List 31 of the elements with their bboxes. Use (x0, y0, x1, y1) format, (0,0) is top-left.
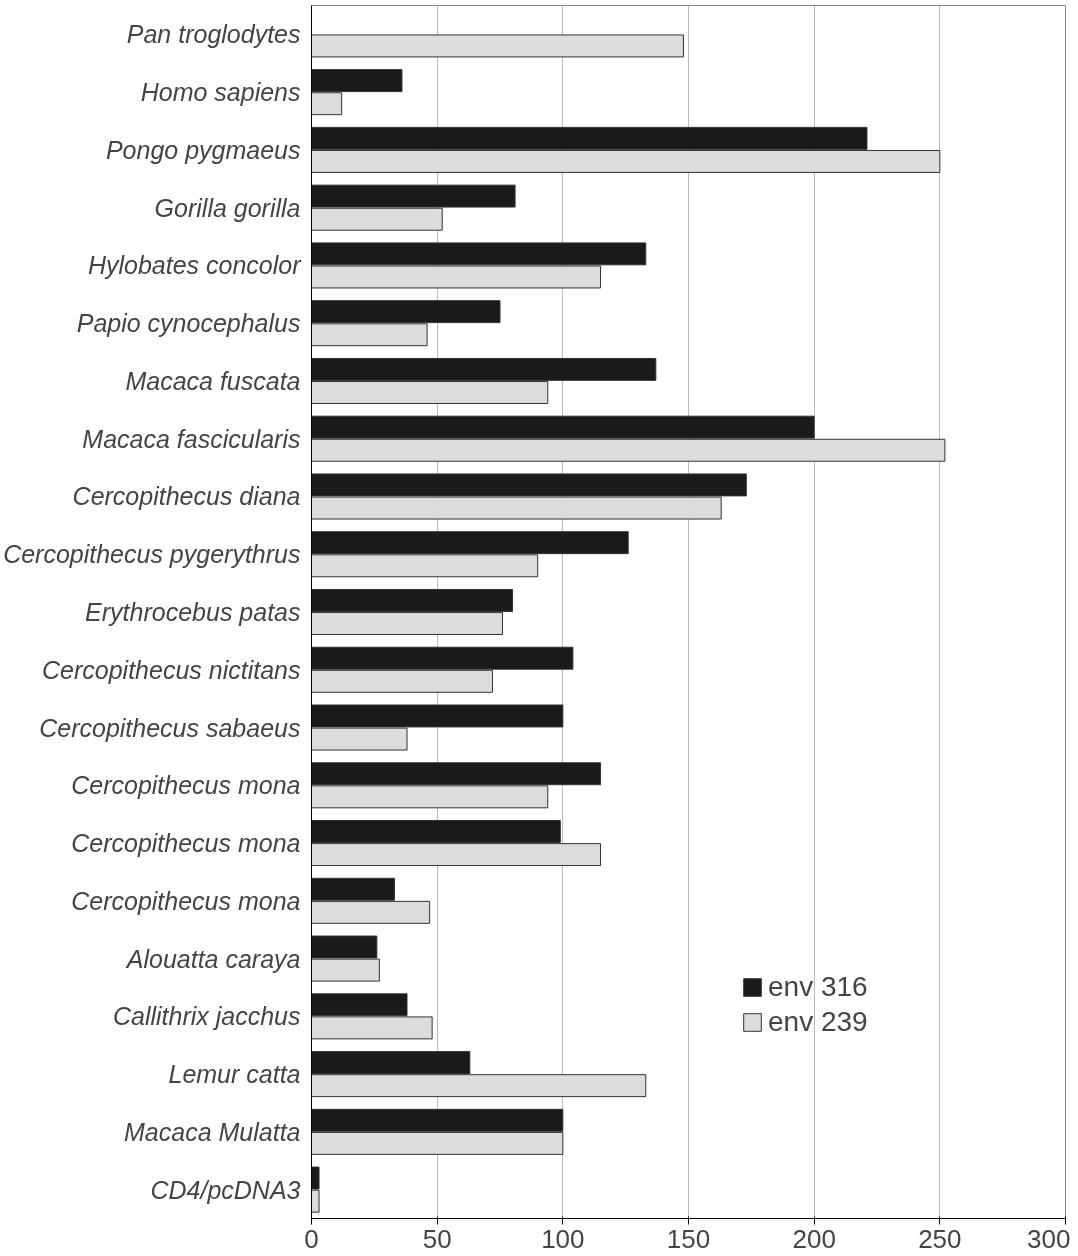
x-tick-label: 0 (304, 1223, 319, 1254)
y-tick-label: Cercopithecus mona (71, 829, 301, 858)
y-tick-label: Cercopithecus sabaeus (39, 713, 301, 742)
x-tick-label: 50 (422, 1223, 452, 1254)
x-tick-label: 300 (1027, 1223, 1071, 1254)
legend-label: env 239 (768, 1006, 868, 1038)
y-tick-label: Hylobates concolor (87, 251, 303, 280)
y-tick-label: Macaca Mulatta (124, 1117, 301, 1146)
x-tick-label: 150 (666, 1223, 711, 1254)
y-tick-label: Cercopithecus mona (71, 886, 301, 915)
y-tick-label: CD4/pcDNA3 (150, 1175, 301, 1204)
y-tick-label: Callithrix jacchus (112, 1002, 301, 1031)
y-tick-label: Cercopithecus nictitans (42, 655, 301, 684)
y-tick-label: Pan troglodytes (126, 20, 301, 49)
y-tick-label: Macaca fascicularis (82, 424, 301, 453)
legend-label: env 316 (768, 971, 868, 1003)
y-tick-label: Homo sapiens (140, 78, 301, 107)
y-tick-label: Cercopithecus mona (71, 771, 301, 800)
y-tick-label: Papio cynocephalus (76, 309, 301, 338)
y-tick-label: Alouatta caraya (124, 944, 301, 973)
x-tick-label: 100 (541, 1223, 585, 1254)
x-tick-label: 250 (918, 1223, 962, 1254)
y-tick-label: Erythrocebus patas (85, 598, 301, 626)
y-tick-label: Lemur catta (168, 1060, 301, 1089)
x-tick-label: 200 (792, 1223, 836, 1254)
y-tick-label: Pongo pygmaeus (105, 135, 301, 164)
y-tick-label: Gorilla gorilla (154, 193, 301, 222)
y-tick-label: Cercopithecus pygerythrus (3, 540, 301, 569)
y-tick-label: Macaca fuscata (125, 366, 301, 395)
y-tick-label: Cercopithecus diana (72, 482, 301, 511)
bar (311, 34, 684, 58)
